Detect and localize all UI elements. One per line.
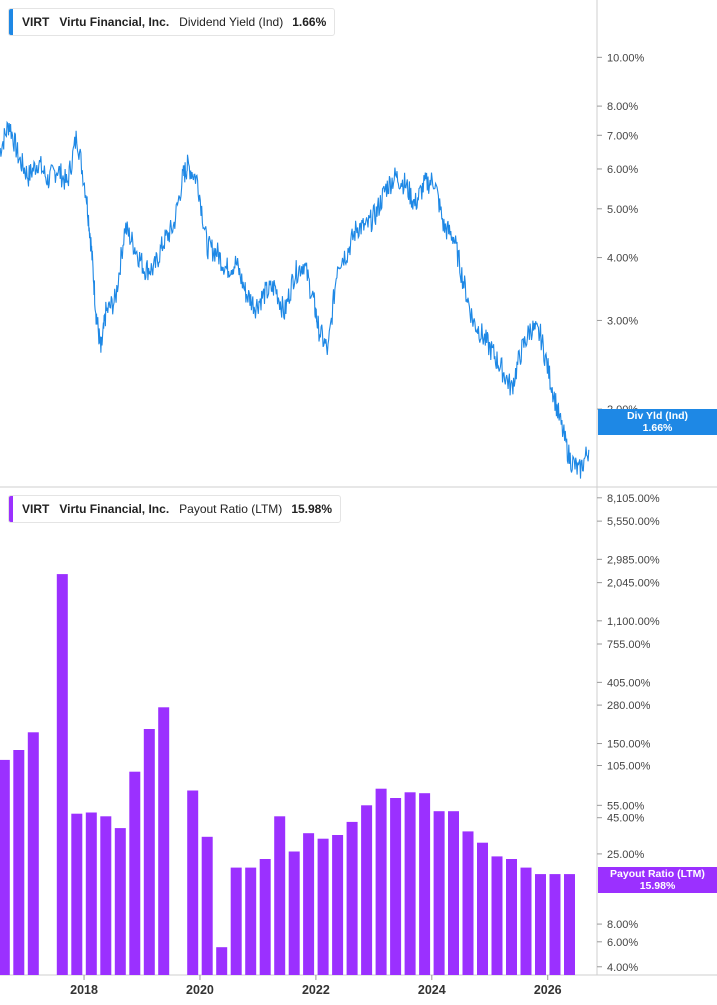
legend-value: 1.66% (292, 15, 327, 29)
tag-label: Payout Ratio (LTM) (610, 868, 705, 880)
payout-ratio-bar (27, 732, 39, 975)
y-tick-label: 150.00% (607, 739, 651, 751)
payout-ratio-bar (564, 874, 575, 975)
payout-ratio-bar (245, 867, 257, 975)
dividend-yield-last-value-tag: Div Yld (Ind) 1.66% (598, 409, 717, 435)
payout-ratio-bar (520, 867, 532, 975)
legend-ticker: VIRT (22, 15, 50, 29)
payout-ratio-bar (201, 836, 213, 975)
y-tick-label: 10.00% (607, 52, 645, 64)
payout-ratio-last-value-tag: Payout Ratio (LTM) 15.98% (598, 867, 717, 893)
payout-ratio-bar (216, 947, 228, 975)
x-tick-label: 2024 (418, 983, 446, 997)
y-tick-label: 8,105.00% (607, 493, 660, 505)
y-tick-label: 2,985.00% (607, 554, 660, 566)
y-tick-label: 25.00% (607, 849, 645, 861)
y-tick-label: 105.00% (607, 761, 651, 773)
payout-ratio-bar (506, 859, 517, 975)
payout-ratio-bar (56, 574, 68, 975)
payout-ratio-bar (0, 759, 10, 975)
payout-ratio-bar (462, 831, 474, 975)
legend-company: Virtu Financial, Inc. (59, 15, 170, 29)
y-tick-label: 5,550.00% (607, 516, 660, 528)
y-tick-label: 8.00% (607, 101, 638, 113)
y-tick-label: 6.00% (607, 937, 638, 949)
payout-ratio-bar (158, 707, 170, 975)
payout-ratio-bar (477, 842, 488, 975)
payout-ratio-bar (535, 874, 546, 975)
payout-ratio-bar (390, 798, 402, 975)
legend-metric: Dividend Yield (Ind) (179, 15, 284, 29)
payout-ratio-bar (361, 805, 373, 975)
legend-company: Virtu Financial, Inc. (59, 502, 170, 516)
dividend-yield-series-line (0, 120, 590, 479)
y-tick-label: 2,045.00% (607, 578, 660, 590)
dividend-yield-swatch (9, 9, 13, 35)
payout-ratio-bar (100, 816, 112, 975)
payout-ratio-bar (143, 729, 155, 975)
payout-ratio-bar (71, 813, 83, 975)
payout-ratio-bar (549, 874, 561, 975)
payout-ratio-bar (404, 792, 416, 975)
y-tick-label: 4.00% (607, 962, 638, 974)
payout-ratio-bar (129, 771, 141, 975)
x-tick-label: 2018 (70, 983, 98, 997)
x-tick-label: 2022 (302, 983, 330, 997)
payout-ratio-bar (346, 821, 358, 975)
y-tick-label: 55.00% (607, 800, 645, 812)
tag-value: 15.98% (639, 880, 676, 892)
payout-ratio-swatch (9, 496, 13, 522)
y-tick-label: 280.00% (607, 700, 651, 712)
payout-ratio-bar (303, 833, 315, 975)
payout-ratio-bar (433, 811, 445, 975)
payout-ratio-bar (288, 851, 300, 975)
tag-label: Div Yld (Ind) (626, 410, 689, 422)
y-tick-label: 45.00% (607, 813, 645, 825)
y-tick-label: 1,100.00% (607, 616, 660, 628)
dividend-yield-legend: VIRT Virtu Financial, Inc. Dividend Yiel… (8, 8, 336, 36)
y-tick-label: 5.00% (607, 204, 638, 216)
y-tick-label: 3.00% (607, 315, 638, 327)
legend-value: 15.98% (291, 502, 333, 516)
payout-ratio-bar (274, 816, 286, 975)
payout-ratio-bar (13, 750, 25, 975)
payout-ratio-bar (419, 793, 431, 975)
y-tick-label: 405.00% (607, 677, 651, 689)
y-tick-label: 7.00% (607, 130, 638, 142)
payout-ratio-bar (259, 859, 271, 975)
payout-ratio-bar (332, 835, 344, 975)
x-tick-label: 2026 (534, 983, 562, 997)
y-tick-label: 755.00% (607, 639, 651, 651)
y-tick-label: 6.00% (607, 164, 638, 176)
payout-ratio-bar (230, 867, 242, 975)
payout-ratio-bar (187, 790, 199, 975)
payout-ratio-bar (448, 811, 459, 975)
payout-ratio-bar (317, 838, 329, 975)
payout-ratio-bar (85, 812, 97, 975)
tag-value: 1.66% (642, 422, 673, 434)
payout-ratio-bar (114, 828, 126, 975)
payout-ratio-bar (491, 856, 503, 975)
payout-ratio-legend: VIRT Virtu Financial, Inc. Payout Ratio … (8, 495, 342, 523)
legend-ticker: VIRT (22, 502, 50, 516)
x-tick-label: 2020 (186, 983, 214, 997)
y-tick-label: 4.00% (607, 253, 638, 265)
y-tick-label: 8.00% (607, 919, 638, 931)
legend-metric: Payout Ratio (LTM) (179, 502, 283, 516)
payout-ratio-bar (375, 788, 387, 975)
